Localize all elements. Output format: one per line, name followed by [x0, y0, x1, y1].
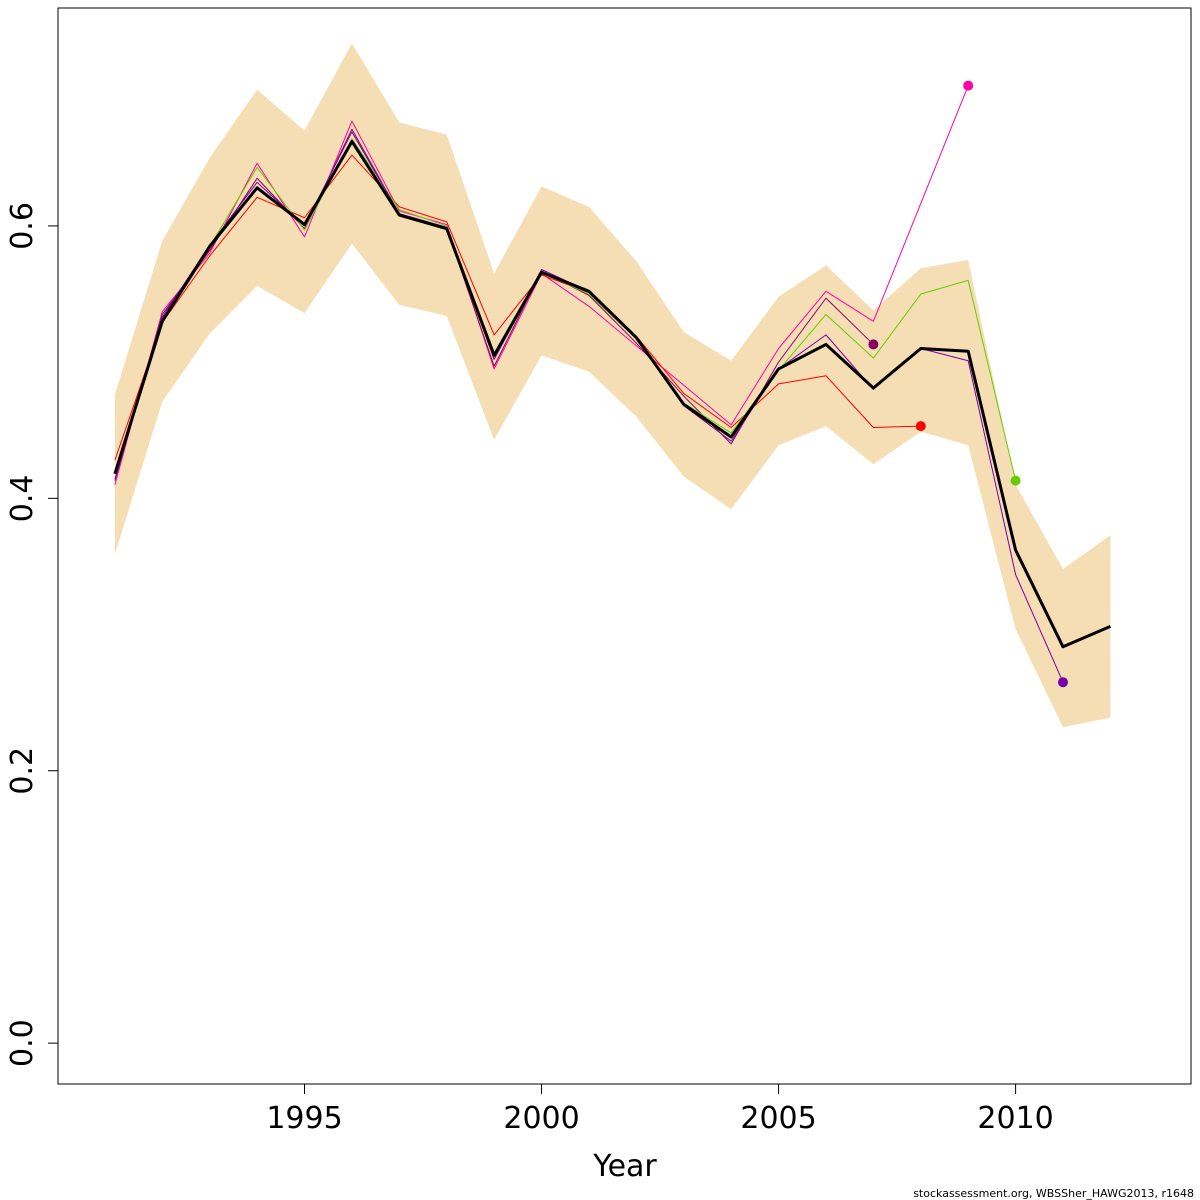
marker-layer: [868, 80, 1069, 688]
series-end-point-4: [1010, 475, 1021, 486]
y-tick-label: 0.6: [5, 202, 40, 250]
series-line-6: [113, 139, 1112, 649]
confidence-band: [114, 43, 1111, 728]
y-tick-label: 0.0: [5, 1019, 40, 1067]
series-end-point-5: [1058, 677, 1069, 688]
x-tick-label: 2010: [977, 1101, 1053, 1136]
plot-frame: [57, 7, 1192, 1085]
series-end-point-1: [963, 80, 974, 91]
series-end-point-3: [915, 421, 926, 432]
y-axis: 0.0 0.2 0.4 0.6: [5, 202, 58, 1067]
y-tick-label: 0.2: [5, 747, 40, 795]
x-tick-label: 2000: [503, 1101, 579, 1136]
series-layer: [113, 85, 1112, 683]
x-tick-label: 2005: [740, 1101, 816, 1136]
confidence-band-layer: [114, 43, 1111, 728]
series-end-point-2: [868, 339, 879, 350]
x-axis: 1995 2000 2005 2010: [266, 1084, 1054, 1136]
series-line-1: [114, 85, 969, 485]
x-axis-title: Year: [592, 1149, 657, 1184]
series-line-3: [114, 154, 921, 461]
x-tick-label: 1995: [266, 1101, 342, 1136]
y-tick-label: 0.4: [5, 474, 40, 522]
credit-text: stockassessment.org, WBSSher_HAWG2013, r…: [913, 1187, 1194, 1200]
